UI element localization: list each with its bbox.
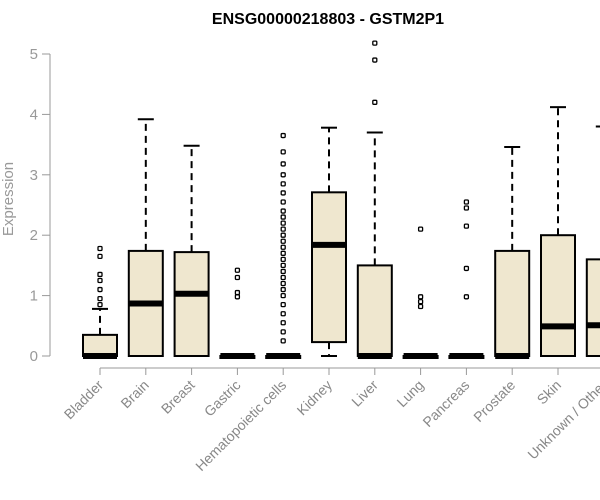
outlier-point [280, 132, 286, 139]
outlier-point [463, 199, 470, 205]
outlier-point [280, 161, 286, 167]
outlier-point [372, 40, 378, 46]
outlier-point [417, 294, 424, 300]
outlier-point [417, 303, 424, 310]
outlier-point [417, 226, 424, 232]
chart-title: ENSG00000218803 - GSTM2P1 [212, 11, 444, 28]
outlier-point [97, 277, 103, 284]
outlier-point [463, 294, 470, 300]
x-tick-label: Brain [117, 377, 151, 411]
y-tick-label: 4 [30, 106, 38, 123]
box-hematopoietic-cells [265, 132, 302, 359]
iqr-box [585, 258, 600, 357]
outlier-point [97, 302, 103, 308]
outlier-point [280, 280, 286, 287]
outlier-point [280, 256, 286, 263]
outlier-point [280, 232, 286, 238]
box-pancreas [448, 199, 485, 359]
outlier-point [417, 298, 424, 305]
outlier-point [280, 302, 286, 308]
iqr-box [311, 191, 347, 344]
iqr-box [540, 234, 576, 357]
outlier-point [280, 292, 286, 299]
y-tick-label: 5 [30, 46, 38, 63]
outlier-point [280, 214, 286, 220]
box-breast [173, 144, 210, 357]
x-tick-label: Lung [393, 377, 426, 410]
box-lung [402, 226, 439, 359]
outlier-point [372, 57, 378, 63]
x-tick-label: Gastric [201, 377, 244, 420]
outlier-point [280, 149, 286, 155]
outlier-point [280, 220, 286, 226]
box-gastric [219, 267, 256, 359]
outlier-point [280, 329, 286, 335]
box-brain [127, 118, 164, 358]
y-tick-label: 0 [30, 348, 38, 365]
outlier-point [280, 286, 286, 293]
outlier-point [280, 262, 286, 269]
iqr-box [82, 333, 118, 357]
iqr-box [494, 249, 531, 358]
outlier-point [280, 320, 286, 326]
outlier-point [234, 294, 241, 300]
box-unknown-other [585, 125, 600, 357]
outlier-point [280, 208, 286, 214]
x-tick-label: Kidney [294, 377, 336, 419]
outlier-point [280, 172, 286, 178]
box-prostate [494, 146, 531, 359]
y-tick-label: 2 [30, 227, 38, 244]
outlier-point [97, 245, 103, 252]
x-tick-label: Hematopoietic cells [192, 377, 289, 474]
outlier-point [97, 295, 103, 302]
box-kidney [311, 126, 347, 357]
outlier-point [280, 190, 286, 196]
outlier-point [372, 99, 378, 105]
outlier-point [280, 250, 286, 256]
y-tick-label: 1 [30, 288, 38, 305]
x-tick-label: Breast [158, 377, 198, 417]
outlier-point [280, 268, 286, 275]
outlier-point [234, 267, 241, 273]
box-liver [356, 40, 393, 359]
outlier-point [280, 338, 286, 344]
outlier-point [280, 311, 286, 317]
outlier-point [234, 274, 241, 281]
outlier-point [97, 271, 103, 278]
outlier-point [280, 181, 286, 187]
iqr-box [173, 251, 210, 357]
y-tick-label: 3 [30, 167, 38, 184]
box-series [82, 40, 600, 359]
y-axis-label: Expression [0, 162, 17, 236]
outlier-point [280, 244, 286, 250]
outlier-point [234, 289, 241, 296]
outlier-point [280, 199, 286, 205]
outlier-point [463, 205, 470, 211]
box-skin [540, 106, 576, 357]
outlier-point [97, 253, 103, 259]
outlier-point [463, 265, 470, 272]
outlier-point [280, 274, 286, 281]
x-tick-label: Bladder [61, 377, 107, 423]
x-tick-label: Pancreas [419, 377, 472, 430]
outlier-point [280, 226, 286, 232]
x-tick-label: Prostate [470, 377, 518, 425]
outlier-point [280, 238, 286, 244]
x-tick-label: Liver [348, 377, 381, 410]
outlier-point [97, 286, 103, 293]
iqr-box [356, 264, 393, 357]
y-axis: 0 1 2 3 4 5 [30, 46, 51, 365]
outlier-point [463, 223, 470, 229]
box-bladder [82, 245, 118, 359]
x-tick-label: Skin [534, 377, 565, 408]
